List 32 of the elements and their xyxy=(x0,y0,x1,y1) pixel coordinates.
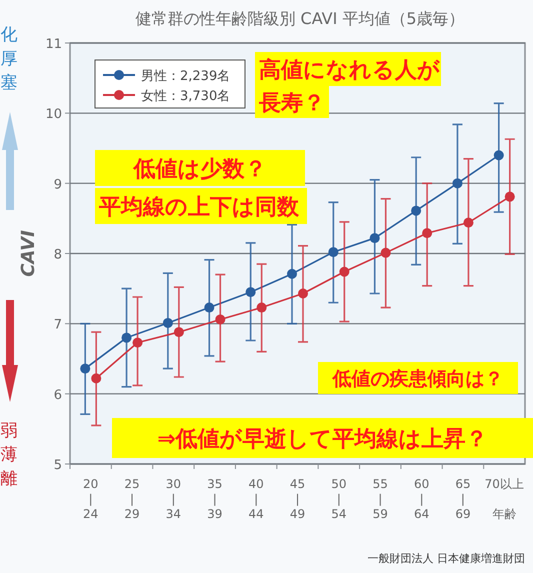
y-tick-label: 9 xyxy=(54,177,62,192)
annotation: ⇒低値が早逝して平均線は上昇？ xyxy=(157,426,488,452)
y-tick-label: 11 xyxy=(45,37,62,52)
annotation: 平均線の上下は同数 xyxy=(98,194,300,220)
x-tick-label: 55 | 59 xyxy=(372,477,388,521)
text: 弱薄離 xyxy=(0,421,18,489)
annotation: 低値の疾患傾向は？ xyxy=(332,368,504,390)
annotation: 長寿？ xyxy=(258,90,325,116)
x-tick-label: 25 | 29 xyxy=(124,477,140,521)
y-tick-label: 7 xyxy=(54,318,62,333)
annotation: 低値は少数？ xyxy=(132,156,266,182)
x-tick-label: 60 | 64 xyxy=(414,477,430,521)
legend-label: 男性：2,239名 xyxy=(141,69,230,84)
y-tick-label: 6 xyxy=(54,388,62,403)
y-axis-title: CAVI xyxy=(18,230,39,277)
x-tick-label: 30 | 34 xyxy=(166,477,182,521)
annotation: 高値になれる人が xyxy=(259,56,440,83)
x-tick-label: 70以上 xyxy=(484,477,524,491)
x-axis-title: 年齢 xyxy=(492,507,516,521)
legend-label: 女性：3,730名 xyxy=(141,89,230,104)
x-tick-label: 50 | 54 xyxy=(331,477,347,521)
x-tick-label: 65 | 69 xyxy=(455,477,471,521)
y-tick-label: 8 xyxy=(54,248,62,262)
text: 化厚塞 xyxy=(0,25,18,93)
x-tick-label: 35 | 39 xyxy=(207,477,222,521)
x-tick-label: 20 | 24 xyxy=(83,477,98,521)
chart-title: 健常群の性年齢階級別 CAVI 平均値（5歳毎） xyxy=(135,9,465,28)
text: 一般財団法人 日本健康増進財団 xyxy=(368,552,525,565)
x-tick-label: 45 | 49 xyxy=(290,477,306,521)
y-tick-label: 5 xyxy=(54,458,62,473)
x-tick-label: 40 | 44 xyxy=(248,477,264,521)
y-tick-label: 10 xyxy=(45,107,62,122)
